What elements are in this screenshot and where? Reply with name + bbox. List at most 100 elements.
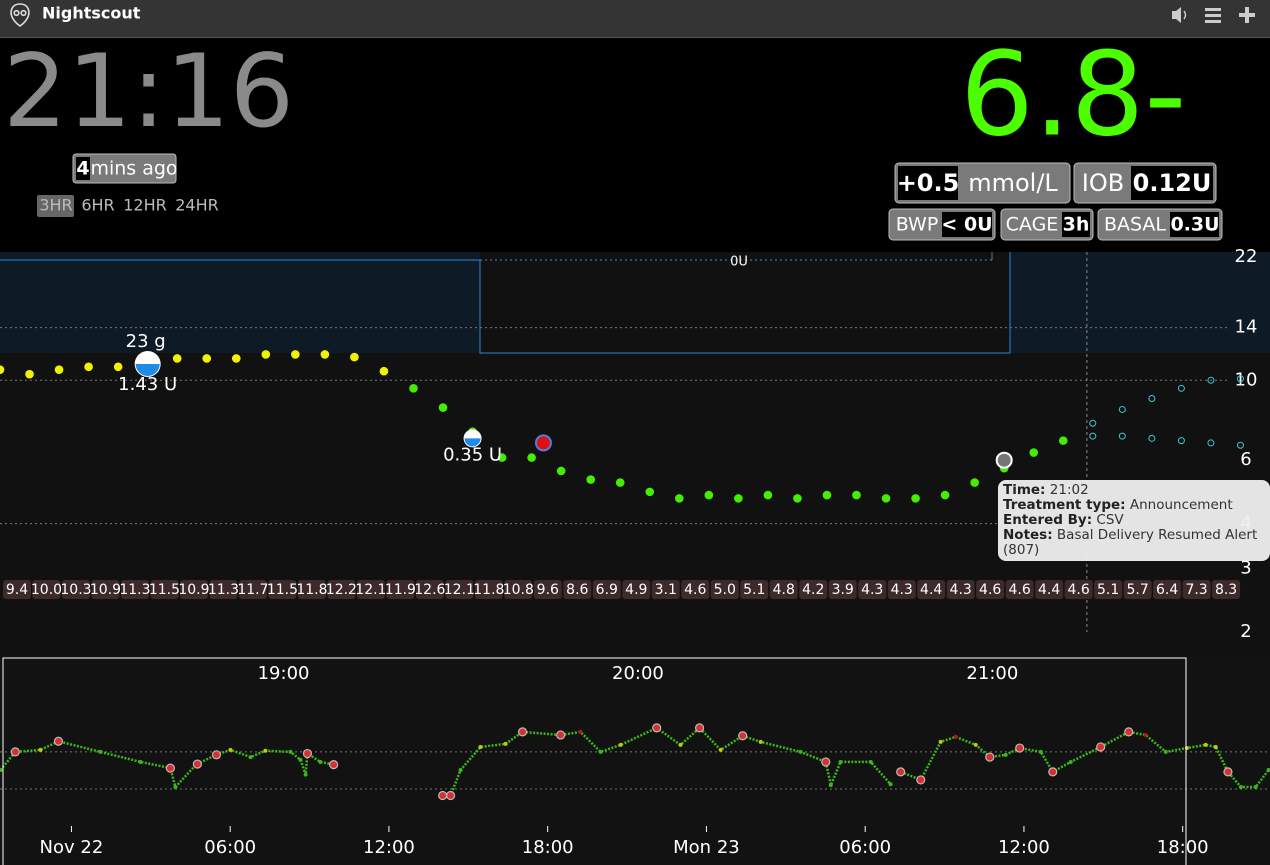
nav-bg-check [652, 723, 662, 733]
glucose-point [1029, 448, 1039, 457]
nav-glucose-point [138, 759, 143, 764]
label-box [1064, 580, 1093, 599]
label-box [32, 580, 61, 599]
forecast-point [1236, 441, 1244, 449]
glucose-point [970, 478, 979, 487]
sound-button[interactable] [1172, 7, 1187, 23]
brush-window[interactable] [2, 657, 1187, 865]
iob-box [1131, 166, 1213, 200]
label-box [91, 580, 120, 599]
glucose-point [202, 354, 212, 363]
nav-bg-check [53, 736, 64, 746]
label-box [946, 580, 975, 599]
nav-glucose-point [888, 782, 893, 787]
carbs-label: 23 g [126, 331, 166, 352]
nav-glucose-point [973, 742, 978, 747]
value-label: 4.2 [802, 582, 824, 598]
label-box [504, 580, 533, 599]
nav-glucose-point [173, 784, 178, 789]
glucose-point [261, 350, 271, 359]
y-tick-label: 2 [1240, 621, 1251, 642]
nav-tick-label: 06:00 [839, 837, 891, 858]
glucose-point [556, 466, 566, 476]
tooltip-value: CSV [1096, 512, 1124, 528]
nav-glucose-point [1213, 744, 1218, 749]
logo [10, 3, 30, 27]
value-label: 10.9 [90, 582, 121, 598]
value-label: 3.9 [832, 582, 854, 598]
nav-glucose-point [0, 767, 3, 772]
announcement [995, 451, 1013, 469]
nav-bg-check [821, 757, 831, 767]
forecast-point [1236, 375, 1244, 383]
value-label: 11.8 [296, 582, 327, 598]
label-box [179, 580, 208, 599]
nav-glucose-point [478, 744, 483, 749]
value-label: 5.1 [743, 582, 765, 598]
value-label: 4.4 [920, 582, 942, 598]
value-label: 4.3 [861, 582, 883, 598]
range-button[interactable]: 3HR [39, 196, 72, 215]
nav-bg-check [1048, 767, 1058, 777]
nav-tick-label: 12:00 [363, 837, 415, 858]
value-label: 4.9 [625, 582, 647, 598]
range-button[interactable]: 12HR [123, 196, 167, 215]
label-box [61, 580, 90, 599]
value-label: 4.6 [1009, 582, 1031, 598]
cage-label: CAGE [1006, 214, 1059, 236]
glucose-point [586, 475, 595, 484]
value-label: 5.7 [1126, 582, 1148, 598]
forecast-point [1118, 405, 1126, 413]
bwp-value: < 0U [941, 214, 992, 236]
nav-bg-check [445, 790, 456, 801]
label-box [474, 580, 503, 599]
value-label: 5.0 [714, 582, 736, 598]
glucose-point [675, 494, 684, 503]
glucose-point [881, 494, 891, 503]
basal-area [0, 252, 480, 353]
label-box [209, 580, 238, 599]
add-button[interactable] [1239, 7, 1255, 23]
y-tick-label: 6 [1240, 449, 1251, 470]
menu-button[interactable] [1205, 8, 1221, 23]
range-button[interactable]: 24HR [175, 196, 219, 215]
ago-value-box [76, 157, 90, 180]
glucose-point [350, 352, 359, 362]
glucose-point [172, 354, 182, 363]
forecast-point [1148, 395, 1156, 403]
forecast-point [1118, 432, 1126, 440]
value-label: 4.3 [891, 582, 913, 598]
value-label: 11.3 [119, 582, 150, 598]
label-box [386, 580, 415, 599]
forecast-point [1207, 376, 1215, 384]
glucose-point [911, 494, 920, 503]
label-box [769, 580, 798, 599]
glucose-point [763, 490, 773, 500]
bwp-label: BWP [896, 214, 939, 236]
value-label: 10.9 [178, 582, 209, 598]
nav-bg-check [556, 730, 566, 740]
tooltip-value: Basal Delivery Resumed Alert (807) [1003, 527, 1258, 558]
value-label: 6.9 [596, 582, 618, 598]
label-box [1153, 580, 1182, 599]
nav-bg-check [985, 752, 995, 762]
value-label: 12.6 [414, 582, 445, 598]
y-tick-label: 10 [1235, 369, 1258, 390]
nav-bg-check [694, 723, 705, 733]
value-label: 10.0 [31, 582, 62, 598]
range-button[interactable]: 6HR [81, 196, 114, 215]
glucose-point [320, 350, 330, 359]
label-box [563, 580, 592, 599]
nav-tick-label: 18:00 [1157, 837, 1209, 858]
value-label: 11.5 [267, 582, 298, 598]
value-label: 12.1 [355, 582, 386, 598]
nav-glucose-point [503, 741, 508, 746]
tooltip-label: Time: [1003, 482, 1046, 498]
delta: +0.5 [897, 169, 960, 197]
nav-glucose-point [1203, 742, 1208, 747]
glucose-point [0, 365, 5, 375]
iob-value: 0.12U [1133, 169, 1212, 197]
label-box [651, 580, 680, 599]
nav-bg-check [738, 731, 748, 741]
nav-glucose-point [678, 742, 683, 747]
